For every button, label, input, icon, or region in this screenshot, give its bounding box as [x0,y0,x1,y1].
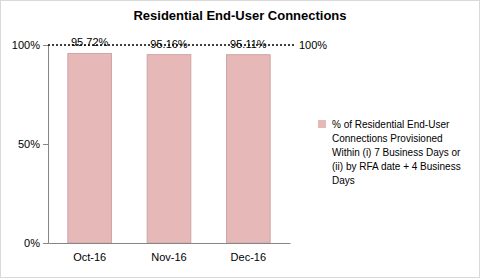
bar [68,53,112,243]
y-axis-line [43,46,49,244]
y-tick-label: 50% [18,138,40,150]
chart: Residential End-User Connections 0% 50% 100… [0,0,480,278]
y-tick-label: 100% [12,39,40,51]
x-axis: Oct-16 Nov-16 Dec-16 [49,243,291,263]
data-label: 95.11% [230,38,267,50]
bar [227,55,271,243]
y-tick-mark [43,243,48,244]
y-tick: 100% [12,39,48,51]
x-axis-line [49,243,291,244]
reference-line [48,44,296,46]
x-tick-label: Nov-16 [151,251,186,263]
y-tick-mark [43,45,48,46]
y-tick: 0% [24,237,48,249]
data-label: 95.16% [150,38,188,50]
y-tick-mark [43,144,48,145]
legend: % of Residential End-UserConnections Pro… [318,119,461,186]
x-tick: Dec-16 [231,243,266,263]
bars [68,53,270,243]
legend-swatch [318,120,326,128]
bar [147,55,191,243]
x-tick: Oct-16 [73,243,106,263]
data-labels: 95.72% 95.16% 95.11% [71,36,267,49]
frame [1,1,480,278]
data-label: 95.72% [71,36,109,48]
legend-label: % of Residential End-UserConnections Pro… [332,119,461,186]
y-tick: 50% [18,138,48,150]
y-tick-label: 0% [24,237,40,249]
x-tick: Nov-16 [151,243,186,263]
x-tick-label: Dec-16 [231,251,266,263]
x-tick-label: Oct-16 [73,251,106,263]
reference-label: 100% [299,39,327,51]
title: Residential End-User Connections [133,8,346,23]
y-axis: 0% 50% 100% [12,39,49,249]
